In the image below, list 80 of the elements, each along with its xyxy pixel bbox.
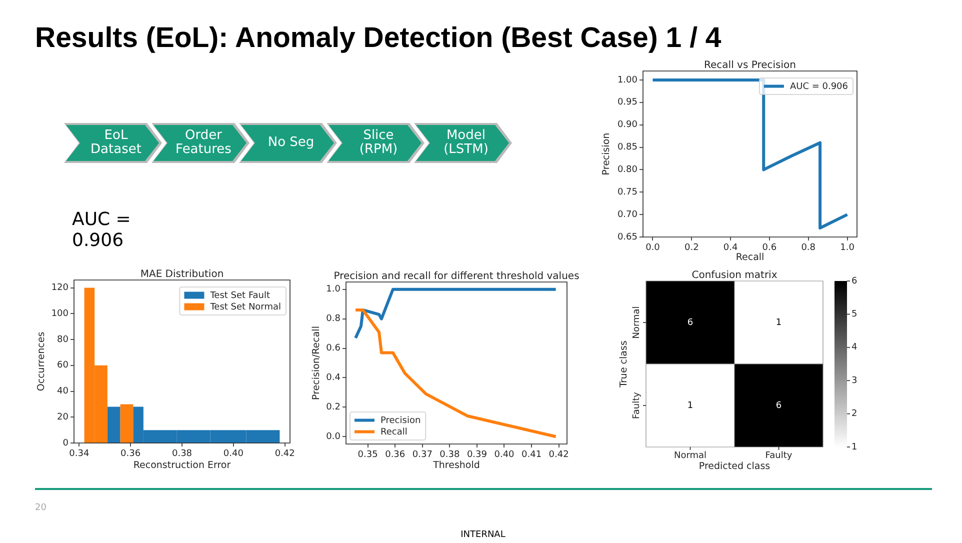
- category-label: EoL Dataset: [90, 128, 142, 157]
- data-label: 1: [776, 318, 782, 328]
- x-tick-label: Normal: [674, 450, 707, 461]
- y-tick-label: 40: [57, 386, 69, 397]
- x-tick-label: 0.41: [522, 450, 542, 460]
- x-axis-title: Recall: [736, 252, 764, 263]
- chart-title: Precision and recall for different threshold values: [334, 271, 580, 282]
- y-tick-label: 120: [51, 283, 69, 294]
- y-tick-label: 100: [51, 308, 69, 319]
- x-tick-label: Faulty: [765, 450, 793, 461]
- category-label: Slice (RPM): [358, 128, 399, 157]
- y-tick-label: 0: [62, 438, 69, 448]
- y-tick-label: Normal: [632, 306, 642, 339]
- x-tick-label: 0.2: [684, 243, 699, 254]
- x-axis-title: Reconstruction Error: [133, 460, 231, 471]
- color-bar-label: 1: [852, 442, 858, 452]
- y-tick-label: 0.65: [617, 232, 638, 242]
- x-tick-label: 0.39: [466, 450, 488, 460]
- y-tick-label: 0.85: [617, 142, 638, 153]
- legend-label: AUC = 0.906: [790, 82, 848, 92]
- y-tick-label: Faulty: [632, 391, 642, 419]
- x-tick-label: 0.36: [385, 450, 406, 460]
- x-tick-label: 0.34: [69, 449, 90, 460]
- legend-label: Recall: [380, 428, 408, 438]
- x-tick-label: 0.38: [172, 449, 192, 460]
- text: 20: [35, 503, 46, 513]
- text: INTERNAL: [460, 530, 506, 540]
- legend-label: Test Set Fault: [209, 291, 271, 302]
- y-tick-label: 0.80: [617, 165, 638, 176]
- x-tick-label: 0.42: [274, 449, 295, 460]
- x-tick-label: 0.40: [494, 450, 515, 460]
- x-axis-title: Threshold: [432, 460, 480, 471]
- color-bar-label: 3: [852, 376, 858, 386]
- color-bar-label: 2: [852, 409, 858, 420]
- x-tick-label: 0.8: [801, 243, 816, 254]
- x-tick-label: 0.38: [440, 450, 460, 460]
- y-tick-label: 0.75: [617, 187, 638, 198]
- y-tick-label: 0.95: [617, 98, 638, 108]
- y-tick-label: 80: [57, 334, 69, 345]
- data-label: 1: [687, 400, 694, 411]
- text: Results (EoL): Anomaly Detection (Best Case) 1 / 4: [35, 22, 722, 54]
- color-bar-label: 6: [852, 276, 858, 286]
- x-axis-title: Predicted class: [698, 461, 770, 472]
- chart-title: Recall vs Precision: [704, 60, 796, 71]
- y-tick-label: 20: [57, 412, 69, 422]
- x-tick-label: 0.42: [548, 450, 569, 460]
- y-tick-label: 0.0: [326, 432, 341, 442]
- x-tick-label: 0.35: [358, 450, 378, 460]
- x-tick-label: 0.37: [412, 450, 432, 460]
- y-tick-label: 60: [57, 360, 69, 371]
- color-bar-label: 4: [852, 342, 858, 353]
- y-axis-title: Precision/Recall: [311, 326, 322, 400]
- y-tick-label: 0.4: [326, 373, 341, 384]
- x-tick-label: 0.6: [762, 243, 777, 254]
- category-label: Order Features: [174, 128, 232, 157]
- y-tick-label: 0.70: [617, 210, 638, 220]
- x-tick-label: 1.0: [840, 243, 855, 254]
- legend-label: Precision: [380, 416, 421, 426]
- y-tick-label: 1.0: [326, 284, 341, 295]
- data-label: 6: [776, 400, 782, 411]
- y-axis-title: Precision: [601, 132, 612, 176]
- y-axis-title: True class: [618, 340, 630, 388]
- chart-title: MAE Distribution: [140, 269, 224, 280]
- chart-title: Confusion matrix: [692, 270, 778, 281]
- y-axis-title: Occurrences: [36, 332, 48, 392]
- text: AUC = 0.906: [72, 209, 131, 251]
- y-tick-label: 0.2: [326, 402, 340, 413]
- x-tick-label: 0.0: [646, 243, 660, 254]
- x-tick-label: 0.4: [723, 243, 738, 254]
- category-label: Model (LSTM): [442, 128, 490, 157]
- category-label: No Seg: [268, 135, 314, 150]
- data-label: 6: [687, 318, 694, 328]
- y-tick-label: 1.00: [617, 75, 638, 86]
- y-tick-label: 0.6: [326, 344, 341, 354]
- y-tick-label: 0.90: [617, 120, 638, 130]
- legend-label: Test Set Normal: [209, 302, 282, 313]
- x-tick-label: 0.36: [120, 449, 141, 460]
- x-tick-label: 0.40: [223, 449, 244, 460]
- y-tick-label: 0.8: [326, 314, 341, 324]
- color-bar-label: 5: [852, 310, 858, 320]
